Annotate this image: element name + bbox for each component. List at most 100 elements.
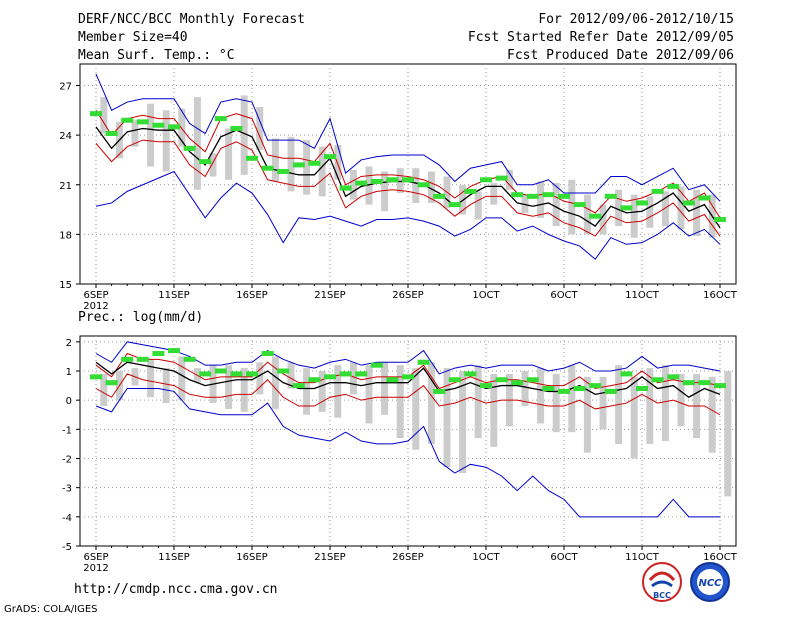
observed-marker <box>230 371 243 377</box>
spread-bar <box>677 373 685 427</box>
spread-bar <box>349 362 357 395</box>
spread-bar <box>630 194 638 238</box>
spread-bar <box>505 169 513 190</box>
spread-bar <box>240 368 248 412</box>
y-tick-label: -3 <box>62 484 72 495</box>
observed-marker <box>651 188 664 194</box>
observed-marker <box>183 145 196 151</box>
observed-marker <box>698 195 711 201</box>
spread-bar <box>583 376 591 453</box>
x-tick-label: 1OCT <box>472 552 500 563</box>
spread-bar <box>178 356 186 401</box>
spread-bar <box>287 136 295 192</box>
x-tick-label: 26SEP <box>392 290 423 301</box>
y-tick-label: 15 <box>59 280 72 291</box>
spread-bar <box>459 371 467 474</box>
observed-marker <box>604 388 617 394</box>
y-tick-label: 1 <box>66 367 72 378</box>
observed-marker <box>480 177 492 183</box>
spread-bar <box>256 107 264 151</box>
chart-panel-1: 15 18 21 24 27 6SEP 11SEP 16SEP 21SEP 26SEP 1OCT 6O… <box>59 63 738 312</box>
x-tick-label: 21SEP <box>314 552 345 563</box>
temp-variable-label: Mean Surf. Temp.: °C <box>78 48 235 63</box>
observed-marker <box>558 193 570 199</box>
x-tick-label: 11OCT <box>625 290 660 301</box>
observed-marker <box>136 356 149 362</box>
observed-marker <box>620 371 633 377</box>
spread-bar <box>521 194 529 213</box>
observed-marker <box>152 122 165 128</box>
observed-marker <box>214 116 227 122</box>
observed-marker <box>511 192 524 198</box>
spread-bar <box>178 108 186 147</box>
observed-marker <box>682 200 695 206</box>
x-tick-label: 6SEP <box>83 552 108 563</box>
observed-marker <box>464 188 477 194</box>
spread-bar <box>256 362 264 395</box>
spread-bar <box>427 362 435 444</box>
spread-bar <box>552 183 560 227</box>
spread-bar <box>474 191 482 220</box>
observed-marker <box>90 374 102 380</box>
observed-marker <box>682 380 695 386</box>
x-tick-label: 1OCT <box>472 290 500 301</box>
y-tick-label: 2 <box>66 338 72 349</box>
spread-bar <box>240 95 248 175</box>
observed-marker <box>636 386 648 391</box>
spread-bar <box>365 166 373 205</box>
spread-bar <box>162 368 170 404</box>
y-tick-label: 0 <box>66 396 72 407</box>
observed-marker <box>355 180 368 186</box>
spread-bar <box>474 365 482 439</box>
observed-marker <box>589 213 602 219</box>
spread-bar <box>334 145 342 180</box>
spread-bar <box>381 171 389 212</box>
spread-bar <box>490 183 498 205</box>
y-tick-label: 21 <box>59 181 72 192</box>
observed-marker <box>589 383 602 389</box>
x-tick-label: 11OCT <box>625 552 660 563</box>
x-tick-label: 16OCT <box>703 290 738 301</box>
spread-bar <box>724 371 732 497</box>
observed-marker <box>261 351 274 356</box>
spread-bar <box>303 368 311 415</box>
x-tick-label: 6SEP <box>83 290 108 301</box>
spread-bar <box>100 97 108 134</box>
spread-bar <box>271 138 279 182</box>
observed-marker <box>246 155 258 161</box>
x-tick-label: 6OCT <box>550 290 578 301</box>
spread-bar <box>693 189 701 237</box>
y-tick-label: -1 <box>62 425 72 436</box>
observed-marker <box>355 371 368 377</box>
observed-marker <box>324 154 336 160</box>
observed-marker <box>277 368 290 374</box>
observed-marker <box>495 175 508 181</box>
spread-bar <box>568 365 576 433</box>
spread-bar <box>552 373 560 433</box>
spread-bar <box>630 376 638 459</box>
observed-marker <box>448 202 461 208</box>
observed-marker <box>136 119 149 125</box>
spread-bar <box>708 376 716 453</box>
spread-bar <box>599 376 607 430</box>
y-tick-label: 27 <box>59 82 72 93</box>
observed-marker <box>339 185 352 191</box>
spread-bar <box>427 171 435 203</box>
spread-bar <box>225 128 233 180</box>
observed-marker <box>230 126 243 132</box>
source-url[interactable]: http://cmdp.ncc.cma.gov.cn <box>74 582 278 597</box>
observed-marker <box>480 383 492 389</box>
spread-bar <box>615 189 623 227</box>
series-line-ensemble-min <box>95 388 720 518</box>
observed-marker <box>370 362 383 368</box>
observed-marker <box>292 383 305 389</box>
observed-marker <box>433 193 446 199</box>
observed-marker <box>386 177 399 183</box>
observed-marker <box>667 183 680 189</box>
observed-marker <box>105 130 118 136</box>
observed-marker <box>651 377 664 383</box>
series-line-ensemble-min <box>95 170 721 260</box>
observed-marker <box>573 386 586 391</box>
observed-marker <box>542 192 555 198</box>
